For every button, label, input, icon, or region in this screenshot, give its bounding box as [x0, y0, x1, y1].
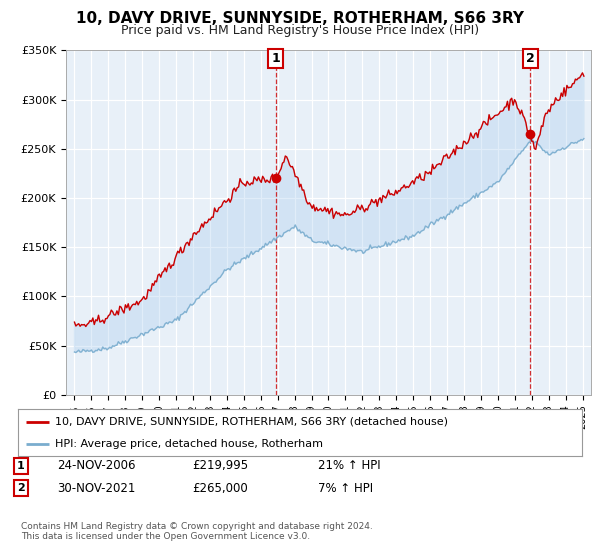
- Text: Contains HM Land Registry data © Crown copyright and database right 2024.
This d: Contains HM Land Registry data © Crown c…: [21, 522, 373, 542]
- Text: 24-NOV-2006: 24-NOV-2006: [57, 459, 136, 473]
- Text: 1: 1: [17, 461, 25, 471]
- Text: 2: 2: [17, 483, 25, 493]
- Text: HPI: Average price, detached house, Rotherham: HPI: Average price, detached house, Roth…: [55, 438, 323, 449]
- Text: Price paid vs. HM Land Registry's House Price Index (HPI): Price paid vs. HM Land Registry's House …: [121, 24, 479, 36]
- Text: 10, DAVY DRIVE, SUNNYSIDE, ROTHERHAM, S66 3RY: 10, DAVY DRIVE, SUNNYSIDE, ROTHERHAM, S6…: [76, 11, 524, 26]
- Text: 2: 2: [526, 53, 535, 66]
- Text: £265,000: £265,000: [192, 482, 248, 495]
- Text: 30-NOV-2021: 30-NOV-2021: [57, 482, 136, 495]
- Text: 10, DAVY DRIVE, SUNNYSIDE, ROTHERHAM, S66 3RY (detached house): 10, DAVY DRIVE, SUNNYSIDE, ROTHERHAM, S6…: [55, 417, 448, 427]
- Text: 21% ↑ HPI: 21% ↑ HPI: [318, 459, 380, 473]
- Text: 1: 1: [272, 53, 280, 66]
- Text: £219,995: £219,995: [192, 459, 248, 473]
- Text: 7% ↑ HPI: 7% ↑ HPI: [318, 482, 373, 495]
